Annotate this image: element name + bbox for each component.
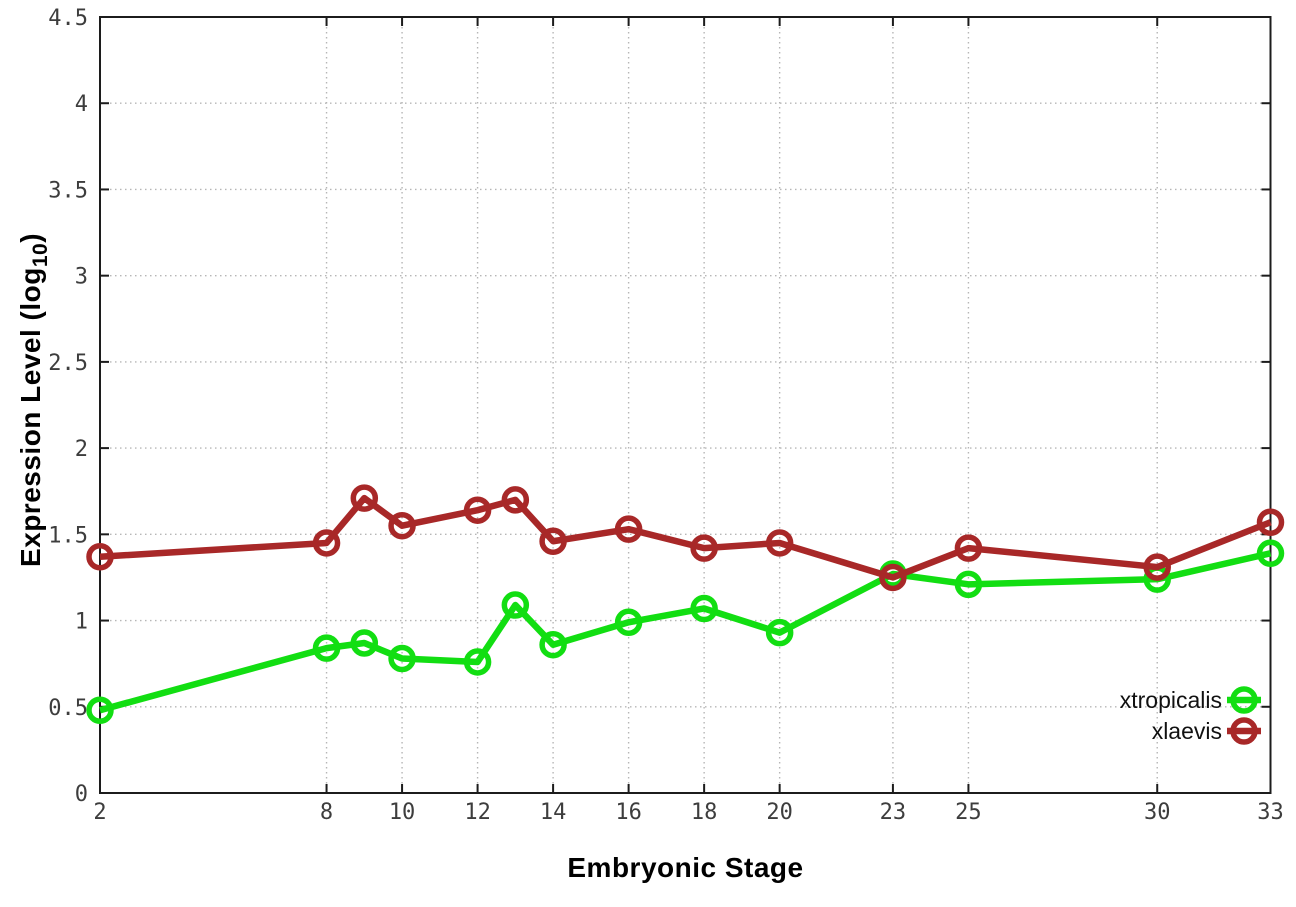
data-point-xlaevis — [539, 527, 567, 555]
grid — [100, 17, 1271, 793]
data-point-xlaevis — [690, 534, 718, 562]
data-point-xtropicalis — [539, 630, 567, 659]
x-tick-label: 30 — [1144, 800, 1171, 825]
y-axis-title-text: Expression Level (log — [15, 267, 46, 568]
data-point-xlaevis — [614, 515, 643, 543]
y-tick-label: 1.5 — [48, 523, 88, 548]
data-point-xtropicalis — [350, 629, 379, 657]
legend: xtropicalis xlaevis — [1120, 686, 1261, 745]
y-tick-label: 0.5 — [48, 696, 88, 721]
x-tick-label: 18 — [691, 800, 718, 825]
x-tick-label: 10 — [389, 800, 416, 825]
y-axis-title-subscript: 10 — [29, 242, 52, 268]
y-tick-label: 3.5 — [48, 178, 88, 203]
data-point-xlaevis — [954, 534, 983, 562]
series-line-xlaevis — [99, 494, 1272, 581]
data-point-xlaevis — [765, 529, 794, 557]
y-tick-label: 2 — [75, 437, 88, 462]
data-point-xtropicalis — [86, 696, 114, 724]
data-point-xtropicalis — [388, 644, 416, 673]
data-point-xtropicalis — [501, 591, 530, 619]
y-tick-label: 4 — [75, 92, 88, 117]
data-point-xtropicalis — [690, 594, 718, 623]
data-point-xtropicalis — [765, 618, 794, 647]
y-tick-label: 0 — [75, 782, 88, 807]
x-tick-label: 16 — [615, 800, 642, 825]
x-tick-label: 14 — [540, 800, 567, 825]
y-axis-title-close: ) — [15, 232, 46, 243]
data-point-xlaevis — [879, 563, 907, 592]
data-point-xlaevis — [86, 543, 114, 571]
legend-marker-xlaevis — [1230, 717, 1258, 745]
data-point-xlaevis — [1143, 553, 1171, 581]
data-point-xlaevis — [388, 511, 416, 540]
y-tick-label: 1 — [75, 610, 88, 635]
data-point-xtropicalis — [1256, 539, 1285, 568]
data-point-xtropicalis — [614, 608, 643, 637]
data-point-xlaevis — [1256, 508, 1285, 537]
x-tick-label: 2 — [93, 800, 106, 825]
legend-label-xtropicalis: xtropicalis — [1120, 687, 1222, 713]
x-tick-label: 12 — [464, 800, 491, 825]
y-tick-label: 2.5 — [48, 351, 88, 376]
legend-label-xlaevis: xlaevis — [1152, 718, 1222, 744]
axis-ticks — [99, 16, 1272, 794]
data-point-xlaevis — [463, 496, 492, 524]
x-tick-label: 25 — [955, 800, 982, 825]
data-point-xtropicalis — [463, 648, 492, 676]
y-axis-title: Expression Level (log10) — [15, 232, 52, 568]
data-point-xlaevis — [312, 529, 341, 557]
data-point-xtropicalis — [954, 570, 983, 599]
x-tick-label: 33 — [1257, 800, 1284, 825]
legend-marker-xtropicalis — [1230, 686, 1258, 714]
x-axis-title: Embryonic Stage — [567, 852, 804, 883]
data-point-xlaevis — [350, 484, 379, 512]
y-tick-label: 4.5 — [48, 6, 88, 31]
data-point-xtropicalis — [312, 634, 341, 662]
x-tick-label: 8 — [320, 800, 333, 825]
x-tick-label: 23 — [880, 800, 907, 825]
data-point-xlaevis — [501, 486, 530, 514]
plot-border — [99, 16, 1272, 794]
tick-labels: 2 8 10 12 14 16 18 20 23 25 30 33 0 0.5 1 1.5 2 2.5 3 3.5 4 4… — [48, 6, 1284, 825]
x-tick-label: 20 — [766, 800, 793, 825]
series-xtropicalis — [86, 539, 1285, 724]
series-xlaevis — [86, 484, 1285, 592]
y-tick-label: 3 — [75, 265, 88, 290]
series-line-xtropicalis — [99, 550, 1272, 714]
